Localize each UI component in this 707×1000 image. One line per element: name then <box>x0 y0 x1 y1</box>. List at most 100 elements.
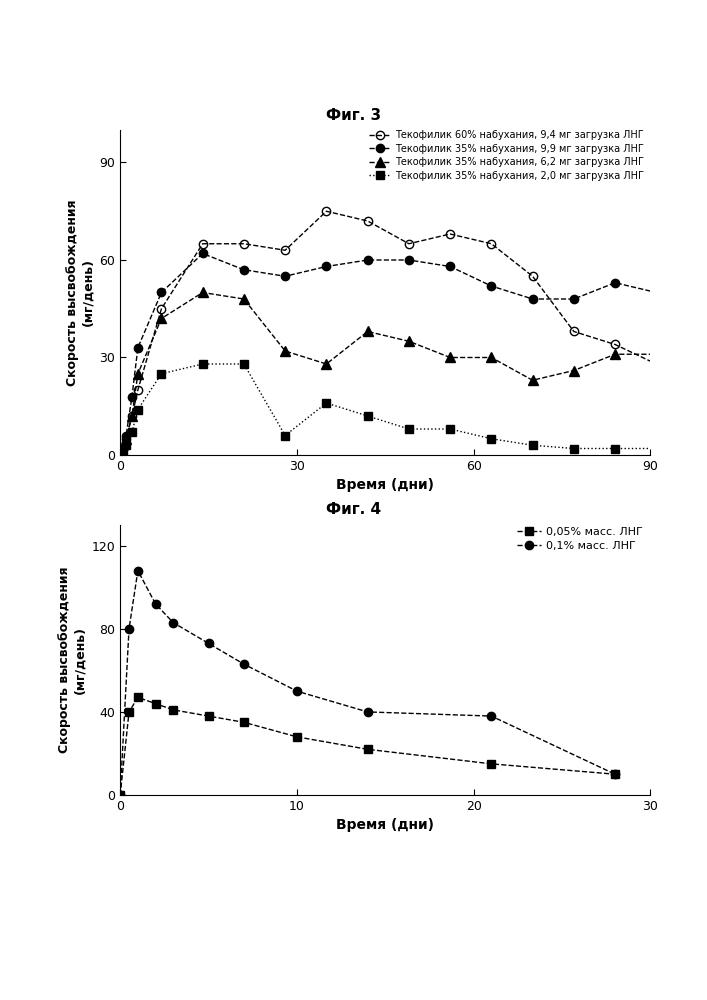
Текофилик 35% набухания, 2,0 мг загрузка ЛНГ <box>199 358 207 370</box>
0,1% масс. ЛНГ <box>363 706 372 718</box>
Текофилик 35% набухания, 2,0 мг загрузка ЛНГ <box>611 442 619 454</box>
Текофилик 35% набухания, 6,2 мг загрузка ЛНГ <box>570 364 578 376</box>
Текофилик 35% набухания, 2,0 мг загрузка ЛНГ <box>240 358 248 370</box>
Текофилик 35% набухания, 6,2 мг загрузка ЛНГ <box>128 410 136 422</box>
Line: 0,1% масс. ЛНГ: 0,1% масс. ЛНГ <box>116 567 619 799</box>
0,1% масс. ЛНГ <box>169 617 177 629</box>
Текофилик 60% набухания, 9,4 мг загрузка ЛНГ <box>611 338 619 351</box>
Текофилик 60% набухания, 9,4 мг загрузка ЛНГ <box>322 205 331 217</box>
Текофилик 35% набухания, 9,9 мг загрузка ЛНГ <box>322 260 331 272</box>
Текофилик 35% набухания, 9,9 мг загрузка ЛНГ <box>570 293 578 305</box>
0,1% масс. ЛНГ <box>125 623 134 635</box>
Текофилик 35% набухания, 2,0 мг загрузка ЛНГ <box>446 423 455 435</box>
Текофилик 35% набухания, 9,9 мг загрузка ЛНГ <box>446 260 455 272</box>
Текофилик 35% набухания, 2,0 мг загрузка ЛНГ <box>134 403 142 416</box>
Текофилик 60% набухания, 9,4 мг загрузка ЛНГ <box>570 326 578 338</box>
0,05% масс. ЛНГ <box>611 768 619 780</box>
0,05% масс. ЛНГ <box>134 691 142 703</box>
Текофилик 60% набухания, 9,4 мг загрузка ЛНГ <box>157 303 165 315</box>
0,1% масс. ЛНГ <box>293 685 301 697</box>
Текофилик 35% набухания, 2,0 мг загрузка ЛНГ <box>119 446 127 458</box>
Текофилик 35% набухания, 9,9 мг загрузка ЛНГ <box>487 280 496 292</box>
Текофилик 35% набухания, 6,2 мг загрузка ЛНГ <box>487 352 496 364</box>
Текофилик 35% набухания, 6,2 мг загрузка ЛНГ <box>652 348 660 360</box>
Текофилик 60% набухания, 9,4 мг загрузка ЛНГ <box>281 244 289 256</box>
Текофилик 60% набухания, 9,4 мг загрузка ЛНГ <box>652 358 660 370</box>
Текофилик 35% набухания, 2,0 мг загрузка ЛНГ <box>128 426 136 438</box>
Текофилик 35% набухания, 2,0 мг загрузка ЛНГ <box>528 439 537 451</box>
Текофилик 60% набухания, 9,4 мг загрузка ЛНГ <box>404 238 413 250</box>
X-axis label: Время (дни): Время (дни) <box>337 818 434 832</box>
Текофилик 35% набухания, 9,9 мг загрузка ЛНГ <box>240 264 248 276</box>
0,1% масс. ЛНГ <box>487 710 496 722</box>
X-axis label: Время (дни): Время (дни) <box>337 478 434 492</box>
Line: Текофилик 35% набухания, 9,9 мг загрузка ЛНГ: Текофилик 35% набухания, 9,9 мг загрузка… <box>116 249 660 459</box>
0,1% масс. ЛНГ <box>116 789 124 801</box>
Текофилик 35% набухания, 9,9 мг загрузка ЛНГ <box>134 342 142 354</box>
Текофилик 35% набухания, 2,0 мг загрузка ЛНГ <box>157 368 165 380</box>
0,05% масс. ЛНГ <box>169 704 177 716</box>
Текофилик 35% набухания, 9,9 мг загрузка ЛНГ <box>122 430 130 442</box>
Текофилик 35% набухания, 6,2 мг загрузка ЛНГ <box>446 352 455 364</box>
0,05% масс. ЛНГ <box>487 758 496 770</box>
0,05% масс. ЛНГ <box>204 710 213 722</box>
Legend: 0,05% масс. ЛНГ, 0,1% масс. ЛНГ: 0,05% масс. ЛНГ, 0,1% масс. ЛНГ <box>515 525 645 553</box>
Текофилик 35% набухания, 2,0 мг загрузка ЛНГ <box>281 430 289 442</box>
Текофилик 35% набухания, 6,2 мг загрузка ЛНГ <box>281 345 289 357</box>
Текофилик 35% набухания, 2,0 мг загрузка ЛНГ <box>487 433 496 445</box>
Текофилик 60% набухания, 9,4 мг загрузка ЛНГ <box>116 449 124 461</box>
0,1% масс. ЛНГ <box>134 565 142 577</box>
Текофилик 60% набухания, 9,4 мг загрузка ЛНГ <box>122 433 130 445</box>
Текофилик 35% набухания, 6,2 мг загрузка ЛНГ <box>611 348 619 360</box>
Текофилик 35% набухания, 6,2 мг загрузка ЛНГ <box>322 358 331 370</box>
Текофилик 60% набухания, 9,4 мг загрузка ЛНГ <box>240 238 248 250</box>
Текофилик 60% набухания, 9,4 мг загрузка ЛНГ <box>128 410 136 422</box>
Текофилик 35% набухания, 9,9 мг загрузка ЛНГ <box>199 247 207 259</box>
Текофилик 60% набухания, 9,4 мг загрузка ЛНГ <box>119 442 127 454</box>
Текофилик 35% набухания, 2,0 мг загрузка ЛНГ <box>404 423 413 435</box>
Текофилик 35% набухания, 2,0 мг загрузка ЛНГ <box>363 410 372 422</box>
0,05% масс. ЛНГ <box>116 789 124 801</box>
Line: Текофилик 35% набухания, 6,2 мг загрузка ЛНГ: Текофилик 35% набухания, 6,2 мг загрузка… <box>115 288 661 460</box>
Текофилик 35% набухания, 6,2 мг загрузка ЛНГ <box>116 449 124 461</box>
Текофилик 35% набухания, 9,9 мг загрузка ЛНГ <box>404 254 413 266</box>
0,1% масс. ЛНГ <box>240 658 248 670</box>
Текофилик 35% набухания, 9,9 мг загрузка ЛНГ <box>128 390 136 402</box>
Текофилик 35% набухания, 9,9 мг загрузка ЛНГ <box>116 449 124 461</box>
Текофилик 35% набухания, 9,9 мг загрузка ЛНГ <box>157 286 165 298</box>
Текофилик 35% набухания, 2,0 мг загрузка ЛНГ <box>570 442 578 454</box>
Текофилик 35% набухания, 6,2 мг загрузка ЛНГ <box>240 293 248 305</box>
Текофилик 35% набухания, 2,0 мг загрузка ЛНГ <box>652 442 660 454</box>
Текофилик 35% набухания, 9,9 мг загрузка ЛНГ <box>119 442 127 454</box>
Text: Фиг. 3: Фиг. 3 <box>326 107 381 122</box>
0,05% масс. ЛНГ <box>240 716 248 728</box>
0,05% масс. ЛНГ <box>151 698 160 710</box>
Текофилик 60% набухания, 9,4 мг загрузка ЛНГ <box>446 228 455 240</box>
Текофилик 60% набухания, 9,4 мг загрузка ЛНГ <box>199 238 207 250</box>
Текофилик 35% набухания, 6,2 мг загрузка ЛНГ <box>363 326 372 338</box>
Текофилик 35% набухания, 2,0 мг загрузка ЛНГ <box>322 397 331 409</box>
Текофилик 35% набухания, 9,9 мг загрузка ЛНГ <box>281 270 289 282</box>
Текофилик 35% набухания, 2,0 мг загрузка ЛНГ <box>116 449 124 461</box>
Y-axis label: Скорость высвобождения
(мг/день): Скорость высвобождения (мг/день) <box>58 567 86 753</box>
0,05% масс. ЛНГ <box>293 731 301 743</box>
Текофилик 35% набухания, 9,9 мг загрузка ЛНГ <box>611 277 619 289</box>
0,1% масс. ЛНГ <box>151 598 160 610</box>
Текофилик 35% набухания, 6,2 мг загрузка ЛНГ <box>134 368 142 380</box>
Текофилик 60% набухания, 9,4 мг загрузка ЛНГ <box>487 238 496 250</box>
Legend: Текофилик 60% набухания, 9,4 мг загрузка ЛНГ, Текофилик 35% набухания, 9,9 мг за: Текофилик 60% набухания, 9,4 мг загрузка… <box>368 128 645 182</box>
Текофилик 35% набухания, 6,2 мг загрузка ЛНГ <box>157 312 165 324</box>
0,05% масс. ЛНГ <box>125 706 134 718</box>
Text: Фиг. 4: Фиг. 4 <box>326 502 381 518</box>
Текофилик 35% набухания, 2,0 мг загрузка ЛНГ <box>122 439 130 451</box>
Текофилик 60% набухания, 9,4 мг загрузка ЛНГ <box>528 270 537 282</box>
0,1% масс. ЛНГ <box>204 637 213 649</box>
Текофилик 35% набухания, 9,9 мг загрузка ЛНГ <box>652 286 660 298</box>
Текофилик 60% набухания, 9,4 мг загрузка ЛНГ <box>134 384 142 396</box>
Текофилик 35% набухания, 6,2 мг загрузка ЛНГ <box>119 446 127 458</box>
Line: Текофилик 60% набухания, 9,4 мг загрузка ЛНГ: Текофилик 60% набухания, 9,4 мг загрузка… <box>116 207 660 459</box>
Текофилик 60% набухания, 9,4 мг загрузка ЛНГ <box>363 215 372 227</box>
Текофилик 35% набухания, 6,2 мг загрузка ЛНГ <box>528 374 537 386</box>
0,05% масс. ЛНГ <box>363 743 372 755</box>
Line: Текофилик 35% набухания, 2,0 мг загрузка ЛНГ: Текофилик 35% набухания, 2,0 мг загрузка… <box>116 360 660 459</box>
